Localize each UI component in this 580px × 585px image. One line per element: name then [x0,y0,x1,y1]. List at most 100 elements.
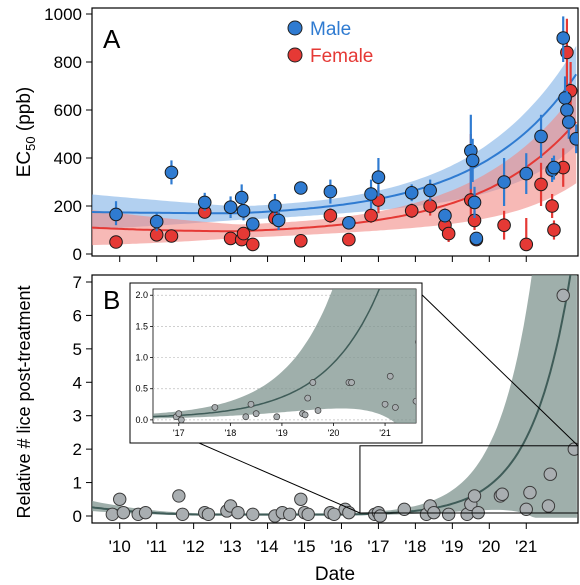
lice-point [495,487,509,501]
legend-female-label: Female [310,46,373,67]
female-point [404,204,419,218]
male-point [404,186,419,200]
lice-point [231,505,245,520]
inset-x-tick-label: '20 [328,428,340,438]
x-tick-label: '14 [256,537,278,556]
inset-point [412,397,416,405]
male-point [371,170,386,184]
panel-a-frame [91,7,579,257]
x-tick-label: '16 [330,537,352,556]
panel-b-label: B [103,285,120,315]
inset-x-tick-label: '17 [173,428,185,438]
inset-point [386,372,394,380]
lice-point [327,507,341,522]
panel-a-plot-area [92,16,578,252]
male-point [268,199,282,213]
panel-b: B Relative # lice post-treatment [14,274,579,524]
panel-a-y-tick-label: 600 [54,101,82,120]
lice-point [138,505,153,520]
panel-a: A EC50 (ppb) Male Female [14,7,579,257]
lice-point [201,507,216,522]
lice-point [519,502,533,517]
panel-b-y-tick-label: 4 [73,373,82,392]
inset-y-tick-label: 0.0 [135,415,148,425]
lice-point [175,507,190,522]
lice-point [541,499,556,513]
inset-x-tick-label: '21 [379,428,391,438]
x-tick-label: '19 [441,537,463,556]
male-point [245,217,260,231]
male-point [497,175,511,189]
male-point [467,195,482,210]
panel-b-y-tick-label: 6 [73,306,82,325]
male-point [561,115,576,129]
x-tick-label: '20 [478,537,500,556]
female-point [545,199,559,213]
male-point [271,213,286,228]
inset-point [309,379,317,386]
lice-point [116,505,131,520]
lice-point [113,492,127,506]
panel-a-ylabel-unit: (ppb) [14,87,35,137]
legend: Male Female [287,19,373,67]
female-point [423,199,437,213]
panel-b-frame [91,274,579,524]
inset-point [178,416,185,423]
fit-line-male [92,73,578,215]
male-point [164,165,179,180]
male-point [438,208,452,223]
female-point [236,226,251,241]
x-axis-label: Date [315,564,355,585]
x-tick-label: '17 [367,537,389,556]
panel-a-ylabel: EC50 (ppb) [14,87,38,178]
inset-x-tick-label: '18 [224,428,236,438]
panel-a-y-tick-label: 1000 [44,5,82,24]
male-point [547,160,561,175]
male-point [294,181,308,195]
male-point [109,207,123,222]
x-tick-label: '13 [220,537,242,556]
lice-point [105,507,120,522]
x-tick-label: '12 [183,537,205,556]
legend-male-label: Male [310,19,351,40]
male-point [234,190,249,205]
female-point [534,177,548,192]
male-point [569,132,578,146]
male-point [423,183,437,198]
panel-b-y-tick-label: 3 [73,407,82,426]
panel-b-y-tick-label: 2 [73,440,82,459]
inset-point [247,400,255,408]
male-point [560,103,574,117]
panel-a-y-tick-label: 800 [54,53,82,72]
inset-plot: 0.0 0.5 1.0 1.5 2.0 '17 '18 '19 '20 '21 [129,282,423,444]
lice-point [467,489,482,503]
male-point [149,214,164,229]
female-point [164,229,179,243]
zoom-region-box [359,445,579,514]
lice-point [441,507,456,522]
lice-point [172,489,186,503]
inset-point [211,404,219,411]
male-point [556,31,571,45]
inset-y-tick-label: 1.0 [135,353,148,363]
inset-point [304,394,312,402]
inset-y-tick-label: 1.5 [135,321,148,331]
lice-point [543,467,557,481]
panel-a-y-tick-label: 0 [73,245,82,264]
lice-point [246,507,260,522]
inset-point [314,407,322,414]
inset-fit-band [153,289,416,423]
male-point [223,200,238,214]
lice-point [556,288,570,303]
female-point [547,223,561,237]
female-point [109,235,123,249]
panel-b-ylabel: Relative # lice post-treatment [14,285,34,518]
legend-male-marker [287,20,303,36]
male-point [323,184,338,199]
female-point [323,208,338,223]
panel-b-y-tick-label: 5 [73,340,82,359]
x-tick-label: '11 [146,537,167,556]
fit-band-female [92,91,577,246]
inset-point [301,411,309,419]
